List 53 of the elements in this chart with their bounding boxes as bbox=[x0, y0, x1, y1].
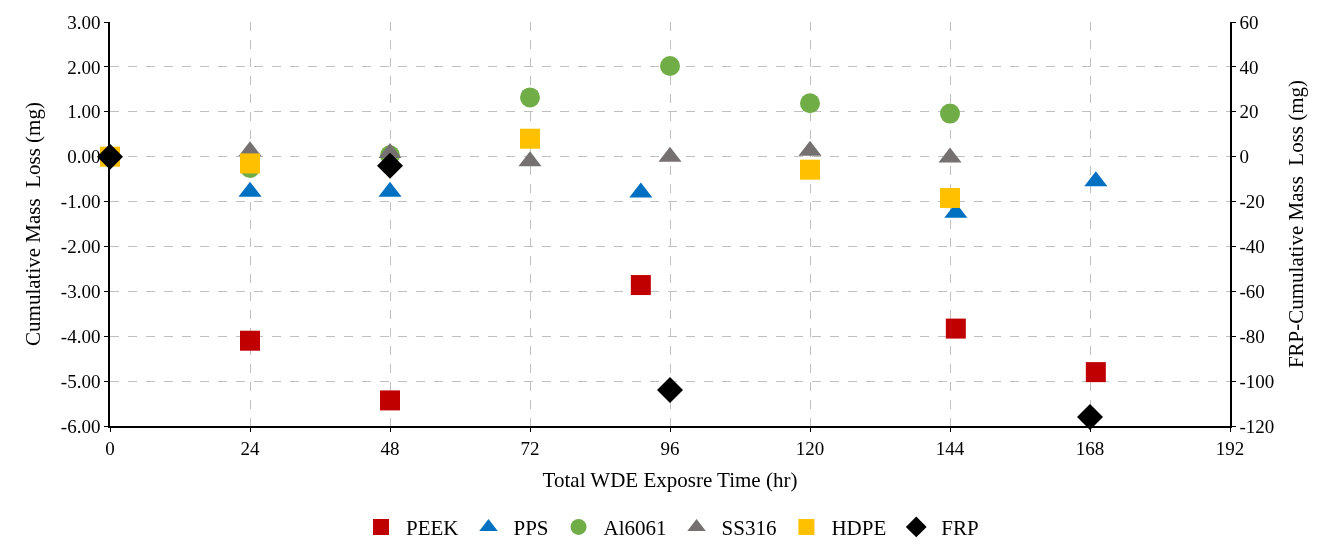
point bbox=[1085, 362, 1106, 383]
x-tick-label: 168 bbox=[1075, 437, 1105, 459]
y-tick-label: 2.00 bbox=[67, 56, 101, 78]
point bbox=[1077, 404, 1103, 431]
x-tick-label: 96 bbox=[660, 437, 680, 459]
y-axis-title: Cumulative Mass Loss (mg) bbox=[20, 102, 45, 346]
x-tick-label: 24 bbox=[240, 437, 260, 459]
point bbox=[800, 93, 820, 114]
x-tick-label: 144 bbox=[935, 437, 965, 459]
y-tick-label: -2.00 bbox=[60, 236, 101, 258]
y-tick-label: -4.00 bbox=[60, 325, 101, 347]
y2-tick-label: -100 bbox=[1239, 370, 1275, 392]
y-tick-label: 3.00 bbox=[67, 11, 101, 33]
point bbox=[940, 187, 960, 208]
x-tick-label: 72 bbox=[520, 437, 540, 459]
y2-tick-label: -40 bbox=[1239, 236, 1265, 258]
legend-label: SS316 bbox=[721, 516, 777, 541]
point bbox=[945, 318, 966, 339]
y-tick-label: 1.00 bbox=[67, 101, 101, 123]
point bbox=[630, 275, 651, 296]
point bbox=[377, 152, 403, 179]
x-axis-title: Total WDE Exposre Time (hr) bbox=[542, 468, 798, 493]
point bbox=[660, 55, 680, 76]
x-tick-label: 192 bbox=[1215, 437, 1245, 459]
y2-tick-label: -120 bbox=[1239, 415, 1275, 437]
y2-axis-title: FRP-Cumulative Mass Loss (mg) bbox=[1284, 79, 1309, 369]
y2-tick-label: 0 bbox=[1239, 146, 1250, 168]
y-tick-label: -6.00 bbox=[60, 415, 101, 437]
x-tick-label: 48 bbox=[380, 437, 400, 459]
y-tick-label: -1.00 bbox=[60, 191, 101, 213]
point bbox=[800, 159, 820, 180]
point bbox=[240, 330, 260, 351]
legend-label: PEEK bbox=[406, 516, 459, 541]
point bbox=[940, 103, 960, 124]
x-tick-label: 120 bbox=[795, 437, 825, 459]
y2-tick-label: -60 bbox=[1239, 280, 1265, 302]
y2-tick-label: 20 bbox=[1239, 101, 1259, 123]
y-tick-label: -3.00 bbox=[60, 280, 101, 302]
legend-label: Al6061 bbox=[603, 516, 667, 541]
y2-tick-label: -80 bbox=[1239, 325, 1265, 347]
y-tick-label: 0.00 bbox=[67, 146, 101, 168]
legend-label: FRP bbox=[941, 516, 979, 541]
y2-tick-label: 60 bbox=[1239, 11, 1259, 33]
legend-label: PPS bbox=[513, 516, 549, 541]
y2-tick-label: -20 bbox=[1239, 191, 1265, 213]
legend-label: HDPE bbox=[831, 516, 887, 541]
point bbox=[380, 390, 400, 411]
point bbox=[657, 377, 683, 404]
y2-tick-label: 40 bbox=[1239, 56, 1259, 78]
y-tick-label: -5.00 bbox=[60, 370, 101, 392]
point bbox=[520, 87, 540, 108]
x-tick-label: 0 bbox=[105, 437, 115, 459]
point bbox=[520, 128, 540, 149]
